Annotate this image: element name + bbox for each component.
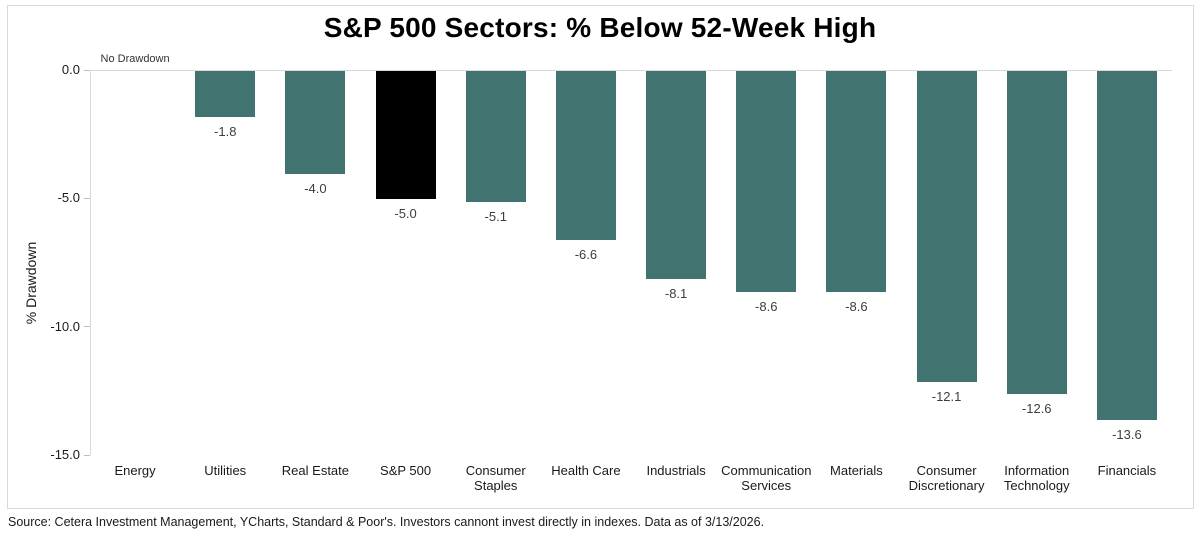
- bar-value-label: -5.1: [484, 208, 507, 224]
- x-category-label: Consumer Staples: [465, 463, 526, 493]
- bar-communication-services: [736, 71, 797, 292]
- bar-value-label: -6.6: [574, 247, 598, 263]
- y-tick-label: 0.0: [61, 62, 80, 77]
- bar-information-technology: [1006, 71, 1067, 395]
- zero-baseline: [90, 70, 1172, 71]
- y-tick-mark: [84, 454, 90, 456]
- y-tick-mark: [84, 197, 90, 199]
- bar-value-label: -13.6: [1112, 427, 1142, 443]
- x-category-label: S&P 500: [380, 463, 432, 478]
- x-category-label: Consumer Discretionary: [908, 463, 985, 493]
- x-category-label: Financials: [1097, 463, 1157, 478]
- y-tick-label: -15.0: [50, 447, 80, 462]
- x-category-label: Materials: [830, 463, 883, 478]
- bar-value-label: -8.1: [664, 285, 688, 301]
- bar-materials: [826, 71, 887, 292]
- y-tick-label: -5.0: [57, 190, 80, 206]
- x-category-label: Health Care: [551, 463, 621, 478]
- x-category-label: Energy: [114, 463, 156, 478]
- plot-area: 0.0 -5.0 -10.0 -15.0 No Drawdown Energy -1.8 Ut…: [50, 53, 1172, 493]
- y-tick-label: -10.0: [50, 318, 80, 334]
- bar-consumer-staples: [465, 71, 526, 202]
- y-axis-title: % Drawdown: [23, 241, 39, 325]
- x-category-label: Information Technology: [1003, 463, 1070, 493]
- bar-health-care: [555, 71, 616, 241]
- y-tick-mark: [84, 326, 90, 328]
- bar-value-label: -8.6: [845, 298, 868, 314]
- bar-consumer-discretionary: [916, 71, 977, 382]
- bar-s-p-500: [375, 71, 436, 200]
- bar-value-label: -12.6: [1021, 401, 1052, 417]
- x-category-label: Utilities: [204, 463, 247, 478]
- bar-industrials: [646, 71, 707, 279]
- bar-value-label: -4.0: [304, 180, 327, 196]
- no-drawdown-label: No Drawdown: [100, 53, 170, 65]
- bar-utilities: [195, 71, 256, 118]
- x-category-label: Communication Services: [721, 463, 812, 493]
- bar-value-label: -5.0: [394, 206, 417, 222]
- chart-title: S&P 500 Sectors: % Below 52-Week High: [323, 12, 877, 43]
- x-category-label: Industrials: [646, 463, 706, 478]
- y-tick-mark: [84, 69, 90, 71]
- bar-financials: [1096, 71, 1157, 421]
- y-axis-line: [90, 70, 91, 455]
- bar-value-label: -8.6: [755, 298, 778, 314]
- bar-value-label: -1.8: [214, 124, 237, 140]
- bar-value-label: -12.1: [931, 388, 962, 404]
- source-note: Source: Cetera Investment Management, YC…: [8, 515, 765, 529]
- bar-real-estate: [285, 71, 346, 174]
- x-category-label: Real Estate: [281, 463, 349, 478]
